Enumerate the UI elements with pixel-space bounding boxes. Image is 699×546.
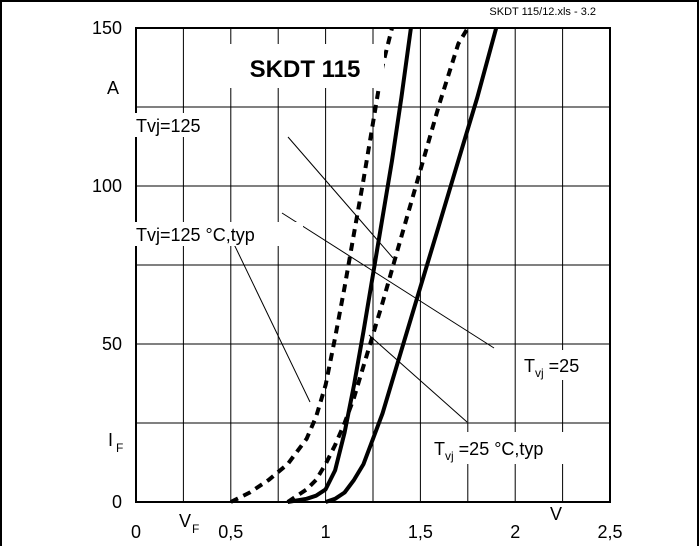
series-layer <box>229 26 499 504</box>
x-tick-label: 0,5 <box>218 522 243 542</box>
x-tick-label: 1 <box>321 522 331 542</box>
leader-tvj25-typ <box>368 334 468 423</box>
annotation-sub: vj <box>535 366 544 380</box>
tick-labels: 0 0,5 1 1,5 2 2,5 0 50 100 150 <box>92 18 623 542</box>
annotation-text: Tvj=125 °C,typ <box>136 225 255 245</box>
y-tick-label: 50 <box>102 334 122 354</box>
plot-area <box>135 27 611 503</box>
source-tag: SKDT 115/12.xls - 3.2 <box>489 6 596 18</box>
annotation-text: Tvj =25 °C,typ <box>434 439 543 463</box>
annotation-tvj125-typ: Tvj=125 °C,typ <box>133 222 303 246</box>
annotation-sub: vj <box>445 449 454 463</box>
leader-tvj125 <box>287 136 394 259</box>
annotation-bg <box>522 350 602 380</box>
leader-tvj25 <box>281 212 495 349</box>
series-line-4 <box>324 27 499 504</box>
annotation-tvj125: Tvj=125 <box>133 113 229 137</box>
y-symbol-sub: F <box>116 441 123 455</box>
x-tick-label: 0 <box>131 522 141 542</box>
leader-tvj125-typ <box>231 239 311 403</box>
series-line-1 <box>229 27 394 504</box>
y-tick-label: 0 <box>112 492 122 512</box>
x-tick-label: 1,5 <box>408 522 433 542</box>
annotation-bg <box>432 432 580 464</box>
annotation-text: Tvj =25 <box>524 356 579 380</box>
chart-title: SKDT 115 <box>250 56 361 83</box>
y-axis-unit: A <box>107 78 119 98</box>
annotation-leaders <box>231 136 495 423</box>
x-axis-unit: V <box>550 504 562 524</box>
annotation-text: Tvj=125 <box>136 116 201 136</box>
x-tick-label: 2 <box>510 522 520 542</box>
title-box <box>226 44 384 88</box>
annotation-bg <box>133 113 229 137</box>
series-line-3 <box>286 26 470 504</box>
y-tick-label: 100 <box>92 176 122 196</box>
series-line-2 <box>287 27 413 504</box>
y-symbol-main: I <box>108 430 113 450</box>
annotation-tvj25: Tvj =25 <box>522 350 602 380</box>
annotation-bg <box>133 222 303 246</box>
annotation-rest: =25 °C,typ <box>454 439 544 459</box>
y-tick-label: 150 <box>92 18 122 38</box>
x-tick-label: 2,5 <box>597 522 622 542</box>
annotation-rest: =25 <box>544 356 580 376</box>
x-symbol-sub: F <box>192 522 199 536</box>
x-axis-symbol: V F <box>179 511 199 536</box>
y-axis-symbol: I F <box>108 430 123 455</box>
annotation-main: T <box>524 356 535 376</box>
annotation-main: T <box>434 439 445 459</box>
annotation-tvj25-typ: Tvj =25 °C,typ <box>432 432 580 464</box>
x-symbol-main: V <box>179 511 191 531</box>
